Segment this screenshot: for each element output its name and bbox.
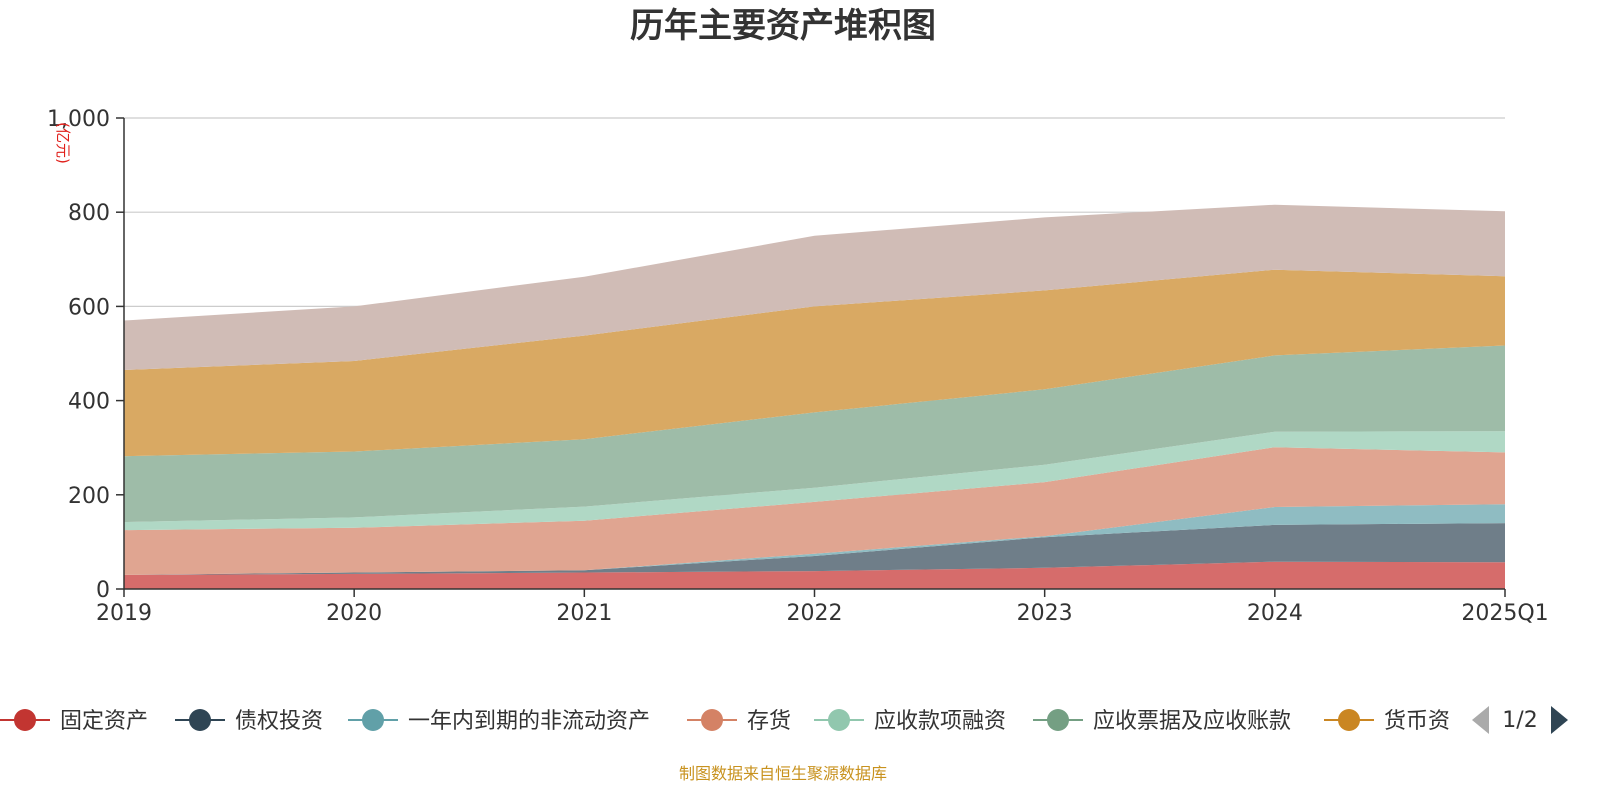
y-tick-label: 400: [68, 390, 110, 415]
legend-label: 债权投资: [235, 709, 323, 734]
legend-label: 应收款项融资: [874, 709, 1006, 734]
area-series-4[interactable]: [124, 431, 1505, 531]
y-tick-label: 800: [68, 201, 110, 226]
triangle-left-icon[interactable]: [1472, 706, 1489, 734]
legend-item[interactable]: 一年内到期的非流动资产: [348, 709, 650, 734]
x-tick-label: 2019: [96, 601, 152, 626]
legend-marker-icon: [701, 709, 723, 731]
legend-item[interactable]: 货币资: [1324, 709, 1450, 734]
y-axis-unit: (亿元): [54, 122, 72, 164]
y-tick-labels: 0 200 400 600 800 1,000: [47, 107, 124, 603]
legend-marker-icon: [1338, 709, 1360, 731]
area-series-7[interactable]: [124, 204, 1505, 370]
x-tick-labels: 2019 2020 2021 2022 2023 2024 2025Q1: [96, 589, 1549, 626]
legend-page-indicator: 1/2: [1502, 708, 1537, 733]
legend-label: 货币资: [1384, 709, 1450, 734]
data-source-note: 制图数据来自恒生聚源数据库: [679, 764, 887, 783]
triangle-right-icon[interactable]: [1551, 706, 1568, 734]
y-tick-label: 1,000: [47, 107, 110, 132]
area-series-0[interactable]: [124, 561, 1505, 589]
legend-marker-icon: [1047, 709, 1069, 731]
legend: 固定资产 债权投资 一年内到期的非流动资产 存货 应收款项融资 应收票据及应收账款 货币资: [0, 709, 1450, 734]
legend-marker-icon: [189, 709, 211, 731]
series-areas: [124, 204, 1505, 589]
x-tick-label: 2023: [1017, 601, 1073, 626]
y-tick-label: 600: [68, 295, 110, 320]
legend-label: 一年内到期的非流动资产: [408, 709, 650, 734]
legend-item[interactable]: 存货: [687, 709, 791, 734]
x-tick-label: 2021: [556, 601, 612, 626]
y-tick-label: 0: [96, 578, 110, 603]
area-series-1[interactable]: [124, 523, 1505, 575]
legend-item[interactable]: 应收款项融资: [814, 709, 1006, 734]
legend-marker-icon: [14, 709, 36, 731]
legend-marker-icon: [362, 709, 384, 731]
area-series-5[interactable]: [124, 345, 1505, 523]
area-series-6[interactable]: [124, 269, 1505, 457]
chart-title: 历年主要资产堆积图: [630, 6, 936, 46]
legend-label: 存货: [747, 709, 791, 734]
legend-label: 应收票据及应收账款: [1093, 709, 1291, 734]
x-tick-label: 2025Q1: [1461, 601, 1548, 626]
x-tick-label: 2020: [326, 601, 382, 626]
x-tick-label: 2024: [1247, 601, 1303, 626]
legend-item[interactable]: 应收票据及应收账款: [1033, 709, 1291, 734]
legend-marker-icon: [828, 709, 850, 731]
legend-label: 固定资产: [60, 709, 148, 734]
area-series-3[interactable]: [124, 447, 1505, 575]
x-tick-label: 2022: [787, 601, 843, 626]
area-series-2[interactable]: [124, 504, 1505, 575]
legend-pager: 1/2: [1472, 706, 1568, 734]
legend-item[interactable]: 债权投资: [175, 709, 323, 734]
y-tick-label: 200: [68, 484, 110, 509]
legend-item[interactable]: 固定资产: [0, 709, 148, 734]
